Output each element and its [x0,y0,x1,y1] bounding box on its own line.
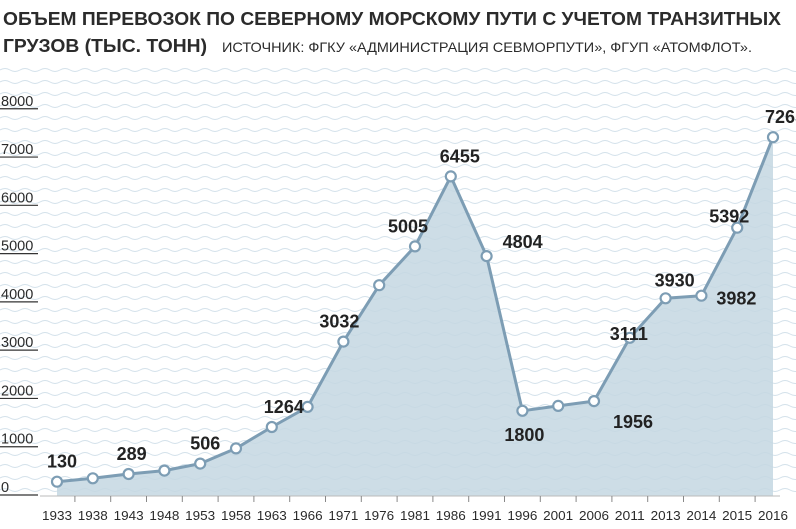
chart-title-line2: ГРУЗОВ (ТЫС. ТОНН) [3,35,207,56]
x-tick-label: 1948 [149,509,179,523]
data-label: 3032 [319,312,359,332]
wave-line [0,140,796,144]
wave-line [0,212,796,216]
data-point [695,289,708,302]
x-tick-label: 1938 [78,509,108,523]
data-label: 4804 [503,232,543,252]
data-point [265,420,278,434]
wave-line [0,128,796,132]
x-tick-label: 1976 [364,509,394,523]
x-tick-label: 2013 [651,509,681,523]
data-label: 506 [190,434,220,454]
data-label: 3930 [655,270,695,290]
y-tick-label: 5000 [1,239,33,255]
chart-source: ИСТОЧНИК: ФГКУ «АДМИНИСТРАЦИЯ СЕВМОРПУТИ… [222,39,752,55]
x-tick-label: 2016 [758,509,788,523]
data-label: 130 [47,452,77,472]
wave-line [0,164,796,168]
wave-line [0,200,796,204]
data-point [731,221,744,234]
data-label: 3982 [716,289,756,309]
x-tick-label: 1933 [42,509,72,523]
x-axis: 1933 1938 1943 1948 1953 1958 1963 1966 1971 1976… [40,495,788,523]
x-tick-label: 2014 [686,509,716,523]
data-point [337,335,350,348]
wave-line [0,80,796,84]
chart-title-line1: ОБЪЕМ ПЕРЕВОЗОК ПО СЕВЕРНОМУ МОРСКОМУ ПУ… [3,8,782,29]
x-tick-label: 1981 [400,509,430,523]
x-tick-label: 2011 [615,509,645,523]
y-tick-label: 0 [1,480,9,496]
data-label: 5392 [709,207,749,227]
wave-line [0,236,796,240]
x-tick-label: 1996 [507,509,537,523]
data-point [408,240,422,253]
data-label: 6455 [440,146,480,166]
y-tick-label: 4000 [1,287,33,303]
x-tick-label: 1963 [257,509,287,523]
y-axis: 0 1000 2000 3000 4000 5000 6000 7000 8000 [0,94,38,496]
wave-line [0,224,796,228]
data-label: 5005 [388,216,428,236]
y-tick-label: 7000 [1,142,33,158]
x-tick-label: 2015 [722,509,752,523]
wave-line [0,104,796,108]
data-point [587,395,601,408]
y-tick-label: 8000 [1,94,33,110]
data-point [516,404,529,417]
x-tick-label: 1971 [328,509,358,523]
data-point [623,331,636,344]
wave-line [0,176,796,180]
data-point [480,250,493,263]
x-tick-label: 1991 [472,509,502,523]
x-tick-label: 1986 [436,509,466,523]
data-point [373,279,386,292]
data-point [552,399,565,412]
data-point [766,131,780,144]
y-tick-label: 2000 [1,383,33,399]
wave-line [0,188,796,192]
data-label: 1800 [504,425,544,445]
x-tick-label: 1958 [221,509,251,523]
data-label: 1956 [613,412,653,432]
x-tick-label: 1966 [293,509,323,523]
data-label: 1264 [264,397,304,417]
y-tick-label: 3000 [1,335,33,351]
data-point [444,170,457,183]
x-tick-label: 1953 [185,509,215,523]
data-label: 3111 [610,324,648,344]
data-point [86,472,99,485]
wave-line [0,248,796,252]
data-label: 289 [117,444,147,464]
wave-line [0,68,796,72]
data-point [158,464,171,477]
data-point [50,475,64,488]
y-tick-label: 6000 [1,190,33,206]
x-tick-label: 1943 [114,509,144,523]
data-point [301,400,314,413]
data-point [194,457,207,470]
wave-line [0,116,796,120]
data-labels: 130 289 506 1264 3032 5005 6455 4804 1800 1956 311… [47,107,796,472]
x-tick-label: 2006 [579,509,609,523]
x-tick-label: 2001 [543,509,573,523]
data-points [50,131,780,488]
data-point [229,442,243,455]
data-label: 7265 [765,107,796,127]
wave-line [0,92,796,96]
data-point [659,292,672,305]
y-tick-label: 1000 [1,432,33,448]
data-point [122,467,135,481]
wave-line [0,152,796,156]
